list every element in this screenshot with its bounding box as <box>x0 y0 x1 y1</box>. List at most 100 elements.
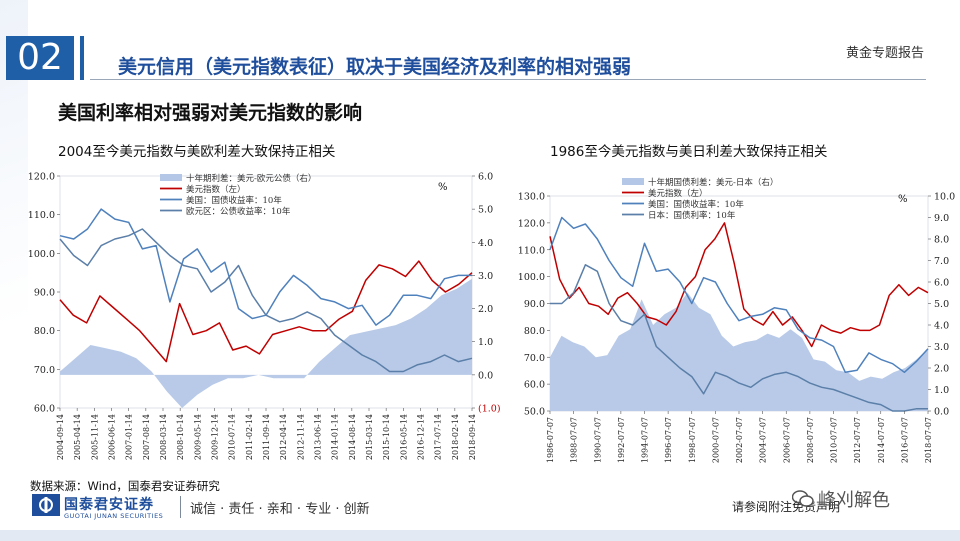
x-tick-label: 2012-11-14 <box>296 414 305 460</box>
legend-swatch <box>160 174 182 181</box>
company-logo-icon <box>32 494 60 516</box>
y-left-tick-label: 70.0 <box>524 353 545 364</box>
legend-label: 美元指数（左） <box>648 188 708 199</box>
section-number: 02 <box>6 36 74 80</box>
chart-left-title: 2004至今美元指数与美欧利差大致保持正相关 <box>58 144 336 160</box>
x-tick-label: 1996-07-07 <box>664 417 673 463</box>
x-tick-label: 2005-04-14 <box>73 414 82 460</box>
x-tick-label: 2011-09-14 <box>262 414 271 460</box>
x-tick-label: 2017-07-14 <box>434 414 443 460</box>
brand-name-en: GUOTAI JUNAN SECURITIES <box>64 512 164 520</box>
unit-label: % <box>898 194 908 205</box>
legend-label: 日本：国债利率：10年 <box>648 210 736 221</box>
x-tick-label: 2018-02-14 <box>451 414 460 460</box>
chart-right-title: 1986至今美元指数与美日利差大致保持正相关 <box>550 144 828 160</box>
legend-label: 美国：国债收益率：10年 <box>186 195 282 206</box>
legend-label: 欧元区：公债收益率：10年 <box>186 206 291 217</box>
page-title: 美元信用（美元指数表征）取决于美国经济及利率的相对强弱 <box>118 56 632 78</box>
watermark: 峰刈解色 <box>818 490 890 511</box>
x-tick-label: 2004-09-14 <box>56 414 65 460</box>
x-tick-label: 2010-07-14 <box>228 414 237 460</box>
footer-bar <box>0 530 960 541</box>
report-tag: 黄金专题报告 <box>845 46 924 61</box>
legend-label: 十年期利差：美元-欧元公债（右） <box>186 173 316 184</box>
chart-left: 120.0 110.0 100.0 90.0 80.0 70.0 60.0 6.0 5.0 4.0… <box>28 172 501 461</box>
x-tick-label: 2004-07-07 <box>759 417 768 463</box>
y-right-tick-label: 3.0 <box>934 342 949 353</box>
x-tick-label: 2012-07-07 <box>853 417 862 463</box>
x-tick-label: 1990-07-07 <box>593 417 602 463</box>
y-left-tick-label: 110.0 <box>28 210 55 221</box>
y-right-tick-label: 2.0 <box>934 364 949 375</box>
x-tick-label: 2011-02-14 <box>245 414 254 460</box>
legend-label: 十年期国债利差：美元-日本（右） <box>648 177 778 188</box>
legend-label: 美国：国债收益率：10年 <box>648 199 744 210</box>
y-left-tick-label: 80.0 <box>34 326 55 337</box>
y-right-tick-label: 9.0 <box>934 213 949 224</box>
y-right-tick-label: 1.0 <box>934 385 949 396</box>
x-tick-label: 2009-05-14 <box>193 414 202 460</box>
x-tick-label: 2014-01-14 <box>331 414 340 460</box>
x-tick-label: 2015-03-14 <box>365 414 374 460</box>
x-tick-label: 2012-04-14 <box>279 414 288 460</box>
y-left-tick-label: 50.0 <box>524 407 545 418</box>
y-left-tick-label: 120.0 <box>518 218 545 229</box>
y-right-tick-label: 8.0 <box>934 235 949 246</box>
x-tick-label: 1992-07-07 <box>617 417 626 463</box>
x-tick-label: 2009-12-14 <box>211 414 220 460</box>
x-tick-label: 2014-08-14 <box>348 414 357 460</box>
y-left-tick-label: 60.0 <box>524 380 545 391</box>
y-right-tick-label: 5.0 <box>478 205 493 216</box>
brand-name: 国泰君安证券 <box>64 497 154 513</box>
y-left-tick-label: 80.0 <box>524 326 545 337</box>
footer-divider <box>180 496 181 518</box>
data-source: 数据来源：Wind，国泰君安证券研究 <box>30 479 220 493</box>
company-slogan: 诚信 · 责任 · 亲和 · 专业 · 创新 <box>190 502 370 517</box>
y-right-tick-label: 10.0 <box>934 192 955 203</box>
y-right-tick-label: 5.0 <box>934 299 949 310</box>
y-right-tick-label: 4.0 <box>934 321 949 332</box>
y-left-tick-label: 110.0 <box>518 245 545 256</box>
chart-right: 130.0 120.0 110.0 100.0 90.0 80.0 70.0 60.0 50.0… <box>518 177 955 463</box>
series-area-spread <box>60 278 472 408</box>
y-left-tick-label: 130.0 <box>518 192 545 203</box>
x-tick-label: 2010-07-07 <box>830 417 839 463</box>
x-tick-label: 2006-06-14 <box>108 414 117 460</box>
y-left-tick-label: 100.0 <box>28 249 55 260</box>
x-tick-label: 2018-09-14 <box>468 414 477 460</box>
y-left-tick-label: 70.0 <box>34 365 55 376</box>
x-tick-label: 1986-07-07 <box>546 417 555 463</box>
y-right-tick-label: 7.0 <box>934 256 949 267</box>
y-right-tick-label: 1.0 <box>478 337 493 348</box>
x-tick-label: 1998-07-07 <box>688 417 697 463</box>
y-right-tick-label: 0.0 <box>478 370 493 381</box>
y-right-tick-label: 2.0 <box>478 304 493 315</box>
x-tick-label: 2016-05-14 <box>399 414 408 460</box>
x-tick-label: 1988-07-07 <box>570 417 579 463</box>
x-tick-label: 2006-07-07 <box>782 417 791 463</box>
x-tick-label: 2007-08-14 <box>142 414 151 460</box>
x-tick-label: 2008-07-07 <box>806 417 815 463</box>
x-tick-label: 2014-07-07 <box>877 417 886 463</box>
series-line-dollar-index <box>59 260 473 363</box>
series-line-us-yield <box>549 216 929 374</box>
y-left-tick-label: 60.0 <box>34 404 55 415</box>
y-right-tick-label: 6.0 <box>478 172 493 183</box>
unit-label: % <box>438 182 448 193</box>
x-tick-label: 2008-10-14 <box>176 414 185 460</box>
y-left-tick-label: 100.0 <box>518 272 545 283</box>
y-right-tick-label: 3.0 <box>478 271 493 282</box>
x-tick-label: 2005-11-14 <box>90 414 99 460</box>
x-tick-label: 2008-03-14 <box>159 414 168 460</box>
x-tick-label: 2018-07-07 <box>924 417 933 463</box>
x-tick-label: 2002-07-07 <box>735 417 744 463</box>
x-tick-label: 2013-06-14 <box>314 414 323 460</box>
series-line-foreign-yield <box>59 228 473 373</box>
x-tick-label: 2016-07-07 <box>900 417 909 463</box>
y-right-tick-label: 0.0 <box>934 407 949 418</box>
series-line-foreign-yield <box>550 264 928 412</box>
y-left-tick-label: 90.0 <box>34 288 55 299</box>
x-tick-label: 2016-12-14 <box>417 414 426 460</box>
legend-swatch <box>622 178 644 185</box>
legend-label: 美元指数（左） <box>186 184 246 195</box>
